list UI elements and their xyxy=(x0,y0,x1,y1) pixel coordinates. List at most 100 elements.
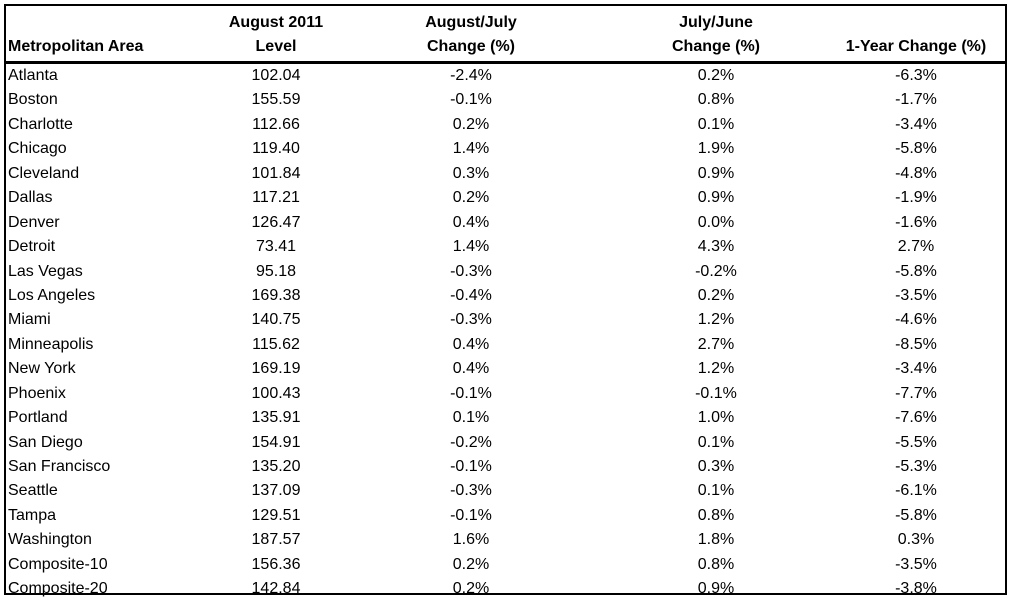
table-cell: -0.3% xyxy=(450,262,492,280)
table-cell: 155.59 xyxy=(251,91,301,109)
table-row: New York 169.19 0.4% 1.2% -3.4% xyxy=(6,357,1005,381)
table-row: Los Angeles 169.38 -0.4% 0.2% -3.5% xyxy=(6,284,1005,308)
table-cell: 1.9% xyxy=(697,140,735,158)
table-cell: 0.8% xyxy=(697,555,735,573)
table-cell: 0.4% xyxy=(452,335,490,353)
table-cell: Phoenix xyxy=(8,384,66,402)
table-cell: 140.75 xyxy=(251,311,301,329)
table-cell: 119.40 xyxy=(252,140,300,158)
table-cell: 0.9% xyxy=(697,580,735,598)
table-row: Tampa 129.51 -0.1% 0.8% -5.8% xyxy=(6,504,1005,528)
table-cell: -0.1% xyxy=(450,506,492,524)
table-cell: Atlanta xyxy=(8,67,58,84)
table-cell: 1.0% xyxy=(697,409,735,427)
table-cell: -6.3% xyxy=(895,67,937,84)
table-cell: -3.5% xyxy=(895,286,937,304)
table-cell: -0.2% xyxy=(450,433,492,451)
table-cell: -5.8% xyxy=(895,506,937,524)
header-aug-july: August/July Change (%) xyxy=(425,14,517,55)
table-cell: Tampa xyxy=(8,506,57,524)
table-cell: -0.1% xyxy=(450,384,492,402)
table-cell: 0.2% xyxy=(697,286,735,304)
table-cell: 0.1% xyxy=(697,482,735,500)
table-cell: -0.3% xyxy=(450,311,492,329)
table-cell: 0.8% xyxy=(697,91,735,109)
table-cell: Composite-10 xyxy=(8,555,108,573)
table-cell: 0.2% xyxy=(452,555,490,573)
table-cell: 0.4% xyxy=(452,360,490,378)
table-cell: -5.3% xyxy=(895,458,937,475)
table-body: Atlanta 102.04 -2.4% 0.2% -6.3% Boston 155.59 -… xyxy=(6,64,1005,602)
table-row: Dallas 117.21 0.2% 0.9% -1.9% xyxy=(6,186,1005,210)
table-cell: -3.4% xyxy=(895,115,937,133)
table-cell: Portland xyxy=(8,409,68,427)
table-cell: 126.47 xyxy=(251,213,301,231)
table-cell: 0.3% xyxy=(897,531,935,549)
data-table: Metropolitan Area August 2011 Level Augu… xyxy=(4,4,1007,597)
table-cell: 0.4% xyxy=(452,213,490,231)
table-cell: 117.21 xyxy=(252,189,300,207)
table-cell: 0.3% xyxy=(697,458,735,475)
table-cell: -7.7% xyxy=(895,384,937,402)
table-cell: 137.09 xyxy=(251,482,301,500)
table-cell: -0.2% xyxy=(695,262,737,280)
table-cell: San Francisco xyxy=(8,458,111,475)
table-cell: 100.43 xyxy=(251,384,301,402)
table-cell: 2.7% xyxy=(697,335,735,353)
table-cell: -8.5% xyxy=(895,335,937,353)
table-cell: 1.4% xyxy=(452,140,490,158)
table-cell: 0.8% xyxy=(697,506,735,524)
table-cell: Dallas xyxy=(8,189,53,207)
table-cell: 142.84 xyxy=(251,580,301,598)
table-cell: 1.2% xyxy=(697,311,735,329)
table-cell: 129.51 xyxy=(251,506,301,524)
table-cell: 4.3% xyxy=(697,238,735,256)
table-cell: -4.8% xyxy=(895,164,937,182)
table-cell: Composite-20 xyxy=(8,580,108,598)
table-row: Composite-10 156.36 0.2% 0.8% -3.5% xyxy=(6,553,1005,577)
table-cell: -1.9% xyxy=(895,189,937,207)
table-cell: 0.9% xyxy=(697,164,735,182)
table-cell: New York xyxy=(8,360,76,378)
table-cell: -6.1% xyxy=(895,482,937,500)
table-cell: 1.8% xyxy=(697,531,735,549)
table-cell: Cleveland xyxy=(8,164,80,182)
table-cell: 1.2% xyxy=(697,360,735,378)
table-cell: 0.3% xyxy=(452,164,490,182)
header-metro-area: Metropolitan Area xyxy=(8,38,144,55)
table-row: Las Vegas 95.18 -0.3% -0.2% -5.8% xyxy=(6,260,1005,284)
table-cell: 1.4% xyxy=(452,238,490,256)
table-cell: -2.4% xyxy=(450,67,492,84)
table-row: Minneapolis 115.62 0.4% 2.7% -8.5% xyxy=(6,333,1005,357)
table-cell: San Diego xyxy=(8,433,83,451)
table-cell: -5.8% xyxy=(895,262,937,280)
table-cell: 0.1% xyxy=(452,409,490,427)
table-cell: Minneapolis xyxy=(8,335,94,353)
table-cell: 169.19 xyxy=(251,360,301,378)
table-cell: 154.91 xyxy=(251,433,301,451)
table-cell: 135.20 xyxy=(251,458,301,475)
table-cell: Las Vegas xyxy=(8,262,83,280)
table-row: Seattle 137.09 -0.3% 0.1% -6.1% xyxy=(6,479,1005,503)
table-cell: -1.6% xyxy=(895,213,937,231)
table-cell: -7.6% xyxy=(895,409,937,427)
table-row: San Diego 154.91 -0.2% 0.1% -5.5% xyxy=(6,431,1005,455)
table-cell: 73.41 xyxy=(255,238,297,256)
table-cell: -1.7% xyxy=(895,91,937,109)
table-row: Cleveland 101.84 0.3% 0.9% -4.8% xyxy=(6,162,1005,186)
table-cell: -0.1% xyxy=(695,384,737,402)
table-cell: 95.18 xyxy=(255,262,297,280)
table-cell: -0.1% xyxy=(450,91,492,109)
table-cell: Los Angeles xyxy=(8,286,96,304)
table-cell: 0.2% xyxy=(452,189,490,207)
table-cell: Boston xyxy=(8,91,58,109)
table-cell: 0.2% xyxy=(452,580,490,598)
table-header: Metropolitan Area August 2011 Level Augu… xyxy=(6,6,1005,64)
table-cell: Seattle xyxy=(8,482,58,500)
table-row: Denver 126.47 0.4% 0.0% -1.6% xyxy=(6,211,1005,235)
table-cell: -3.5% xyxy=(895,555,937,573)
table-cell: 0.2% xyxy=(452,115,490,133)
table-row: Atlanta 102.04 -2.4% 0.2% -6.3% xyxy=(6,64,1005,88)
table-cell: 187.57 xyxy=(251,531,301,549)
table-row: Charlotte 112.66 0.2% 0.1% -3.4% xyxy=(6,113,1005,137)
